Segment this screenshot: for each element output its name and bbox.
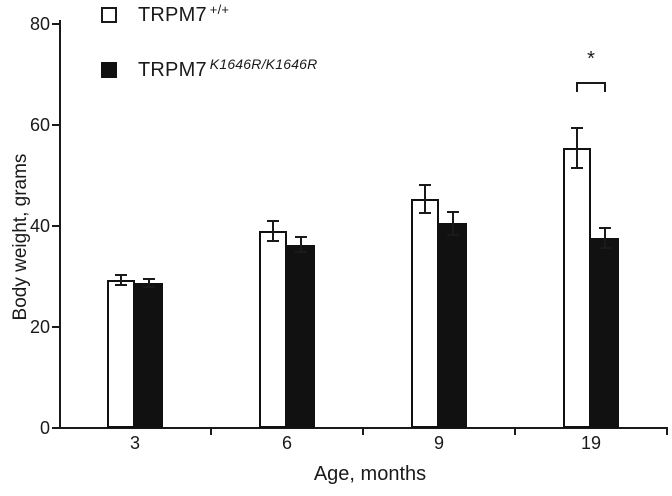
bar-wildtype-9 xyxy=(411,199,439,428)
legend-swatch-filled-square xyxy=(101,62,117,78)
error-bar-line xyxy=(604,227,606,248)
x-tick xyxy=(210,428,212,435)
legend-item-wildtype: TRPM7 +/+ xyxy=(101,1,230,27)
error-bar-cap-top xyxy=(143,277,155,280)
legend-item-mutant: TRPM7 K1646R/K1646R xyxy=(101,55,318,82)
bar-wildtype-3 xyxy=(107,280,135,428)
y-tick-label: 0 xyxy=(39,418,50,438)
y-tick-label: 40 xyxy=(29,216,50,236)
error-bar-line xyxy=(148,278,150,287)
y-tick-label: 80 xyxy=(29,14,50,34)
error-bar-cap-bottom xyxy=(143,285,155,288)
legend-label-mutant-superscript: K1646R/K1646R xyxy=(209,55,318,72)
significance-bracket xyxy=(576,82,606,92)
error-bar-line xyxy=(272,220,274,242)
legend-label-mutant: TRPM7 K1646R/K1646R xyxy=(138,55,318,82)
bar-mutant-9 xyxy=(439,223,467,428)
bar-wildtype-19 xyxy=(563,148,591,428)
error-bar-cap-top xyxy=(599,226,611,229)
y-axis xyxy=(59,20,61,429)
y-tick xyxy=(52,23,60,25)
legend-label-mutant-base: TRPM7 xyxy=(138,58,207,81)
significance-asterisk: * xyxy=(587,48,595,70)
error-bar-cap-top xyxy=(267,219,279,222)
error-bar-cap-bottom xyxy=(295,251,307,254)
error-bar-cap-top xyxy=(447,211,459,214)
y-tick xyxy=(52,326,60,328)
error-bar-cap-bottom xyxy=(571,166,583,169)
y-tick xyxy=(52,225,60,227)
x-category-label: 9 xyxy=(433,433,444,453)
x-category-label: 6 xyxy=(281,433,292,453)
y-tick xyxy=(52,427,60,429)
error-bar-cap-top xyxy=(571,126,583,129)
x-tick xyxy=(362,428,364,435)
error-bar-cap-bottom xyxy=(267,240,279,243)
error-bar-cap-bottom xyxy=(599,246,611,249)
error-bar-line xyxy=(120,274,122,286)
legend-label-wildtype-superscript: +/+ xyxy=(209,1,230,17)
bar-mutant-19 xyxy=(591,238,619,428)
error-bar-cap-bottom xyxy=(447,233,459,236)
error-bar-cap-bottom xyxy=(115,284,127,287)
error-bar-cap-top xyxy=(419,184,431,187)
error-bar-cap-bottom xyxy=(419,212,431,215)
bar-wildtype-6 xyxy=(259,231,287,428)
x-category-label: 3 xyxy=(129,433,140,453)
x-tick xyxy=(666,428,668,435)
error-bar-line xyxy=(576,127,578,168)
y-tick-label: 20 xyxy=(29,317,50,337)
error-bar-line xyxy=(452,212,454,235)
x-category-label: 19 xyxy=(580,433,602,453)
error-bar-line xyxy=(424,185,426,214)
x-axis-label: Age, months xyxy=(313,463,427,485)
y-tick xyxy=(52,124,60,126)
bar-mutant-3 xyxy=(135,283,163,428)
legend-label-wildtype-base: TRPM7 xyxy=(138,3,207,26)
y-tick-label: 60 xyxy=(29,115,50,135)
bar-mutant-6 xyxy=(287,245,315,428)
x-tick xyxy=(514,428,516,435)
legend-label-wildtype: TRPM7 +/+ xyxy=(138,1,230,27)
legend-swatch-open-square xyxy=(101,7,117,23)
error-bar-cap-top xyxy=(295,236,307,239)
error-bar-cap-top xyxy=(115,273,127,276)
error-bar-line xyxy=(300,237,302,253)
